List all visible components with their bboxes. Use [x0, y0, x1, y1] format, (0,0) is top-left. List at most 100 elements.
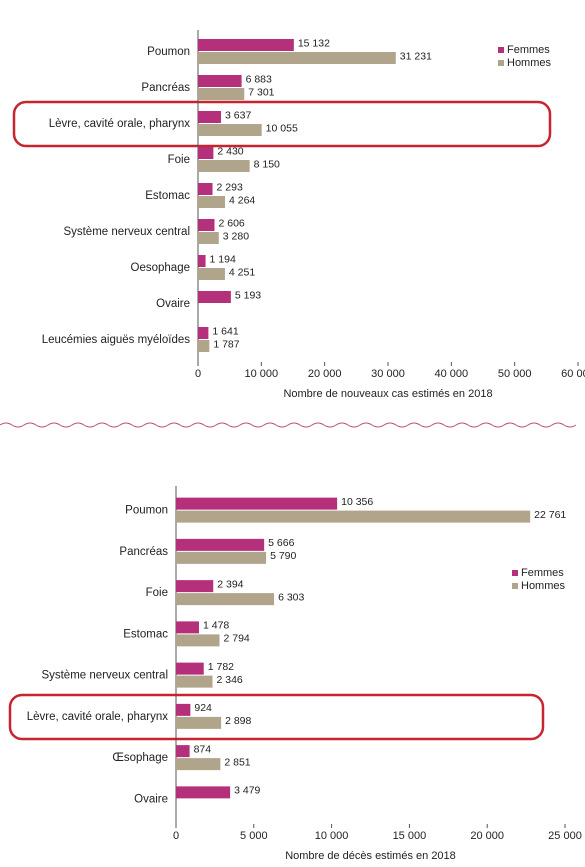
value-label: 4 264: [229, 194, 255, 206]
legend-label: Femmes: [507, 44, 550, 56]
category-label: Lèvre, cavité orale, pharynx: [49, 118, 191, 130]
value-label: 1 641: [212, 325, 238, 337]
value-label: 2 606: [219, 217, 245, 229]
category-label: Système nerveux central: [41, 670, 168, 682]
category-label: Système nerveux central: [63, 226, 190, 238]
bar: [198, 268, 225, 280]
bar: [176, 716, 222, 729]
value-label: 3 280: [223, 230, 249, 242]
x-tick-label: 0: [195, 368, 201, 380]
legend-swatch: [498, 60, 504, 66]
bar: [176, 675, 213, 688]
category-label: Estomac: [123, 628, 168, 640]
bar: [198, 160, 250, 172]
value-label: 2 394: [217, 578, 243, 590]
value-label: 5 790: [270, 550, 296, 562]
bar: [198, 88, 245, 100]
legend-swatch: [498, 47, 504, 53]
value-label: 3 637: [225, 109, 251, 121]
bar: [198, 219, 215, 231]
bar: [176, 593, 275, 606]
bar: [198, 327, 209, 339]
bar: [176, 745, 190, 758]
value-label: 1 787: [213, 338, 239, 350]
category-label: Pancréas: [141, 82, 190, 94]
bar: [176, 786, 231, 799]
bar: [198, 196, 226, 208]
value-label: 2 293: [217, 181, 243, 193]
separator: [0, 422, 577, 428]
x-tick-label: 5 000: [240, 830, 268, 842]
bar: [198, 147, 214, 159]
bar: [176, 538, 265, 551]
x-tick-label: 20 000: [470, 830, 504, 842]
legend-label: Hommes: [507, 57, 552, 69]
value-label: 2 346: [217, 674, 243, 686]
category-label: Œsophage: [112, 752, 168, 764]
legend-label: Hommes: [521, 580, 566, 592]
x-tick-label: 20 000: [308, 368, 342, 380]
value-label: 6 883: [246, 73, 272, 85]
bar: [198, 255, 206, 267]
bar: [198, 124, 262, 136]
bar: [198, 232, 219, 244]
bar: [176, 551, 267, 564]
x-tick-label: 10 000: [315, 830, 349, 842]
bar: [176, 621, 199, 634]
value-label: 4 251: [229, 266, 255, 278]
x-axis-label: Nombre de décès estimés en 2018: [285, 850, 456, 862]
bar: [176, 634, 220, 647]
value-label: 2 430: [217, 145, 243, 157]
bar: [198, 52, 396, 64]
category-label: Pancréas: [119, 546, 168, 558]
x-tick-label: 15 000: [393, 830, 427, 842]
value-label: 2 794: [223, 633, 249, 645]
x-tick-label: 50 000: [498, 368, 532, 380]
bar: [198, 75, 242, 87]
x-tick-label: 25 000: [548, 830, 582, 842]
x-axis-label: Nombre de nouveaux cas estimés en 2018: [283, 388, 492, 400]
value-label: 3 479: [234, 785, 260, 797]
value-label: 5 193: [235, 289, 261, 301]
legend-swatch: [512, 570, 518, 576]
value-label: 7 301: [248, 86, 274, 98]
value-label: 22 761: [534, 509, 566, 521]
bar: [198, 340, 210, 352]
bar: [176, 497, 338, 510]
category-label: Poumon: [125, 505, 168, 517]
value-label: 1 478: [203, 620, 229, 632]
category-label: Ovaire: [156, 298, 190, 310]
bar: [176, 703, 191, 716]
category-label: Foie: [146, 587, 168, 599]
category-label: Foie: [168, 154, 190, 166]
value-label: 15 132: [298, 37, 330, 49]
category-label: Oesophage: [131, 262, 190, 274]
category-label: Ovaire: [134, 793, 168, 805]
highlight-box: [12, 100, 552, 148]
value-label: 10 356: [341, 496, 373, 508]
value-label: 5 666: [268, 537, 294, 549]
value-label: 924: [194, 702, 212, 714]
bar: [198, 183, 213, 195]
bar: [198, 39, 294, 51]
x-tick-label: 60 000: [561, 368, 585, 380]
bar: [176, 580, 214, 593]
bar: [176, 662, 204, 675]
x-tick-label: 30 000: [371, 368, 405, 380]
value-label: 6 303: [278, 591, 304, 603]
x-tick-label: 40 000: [435, 368, 469, 380]
bar: [176, 758, 221, 771]
category-label: Lèvre, cavité orale, pharynx: [27, 711, 169, 723]
category-label: Poumon: [147, 46, 190, 58]
bar: [198, 111, 222, 123]
value-label: 874: [194, 743, 212, 755]
value-label: 2 851: [224, 756, 250, 768]
value-label: 8 150: [254, 158, 280, 170]
bar: [176, 510, 531, 523]
category-label: Estomac: [145, 190, 190, 202]
legend-label: Femmes: [521, 567, 564, 579]
x-tick-label: 10 000: [245, 368, 279, 380]
x-tick-label: 0: [173, 830, 179, 842]
value-label: 31 231: [400, 50, 432, 62]
value-label: 1 782: [208, 661, 234, 673]
